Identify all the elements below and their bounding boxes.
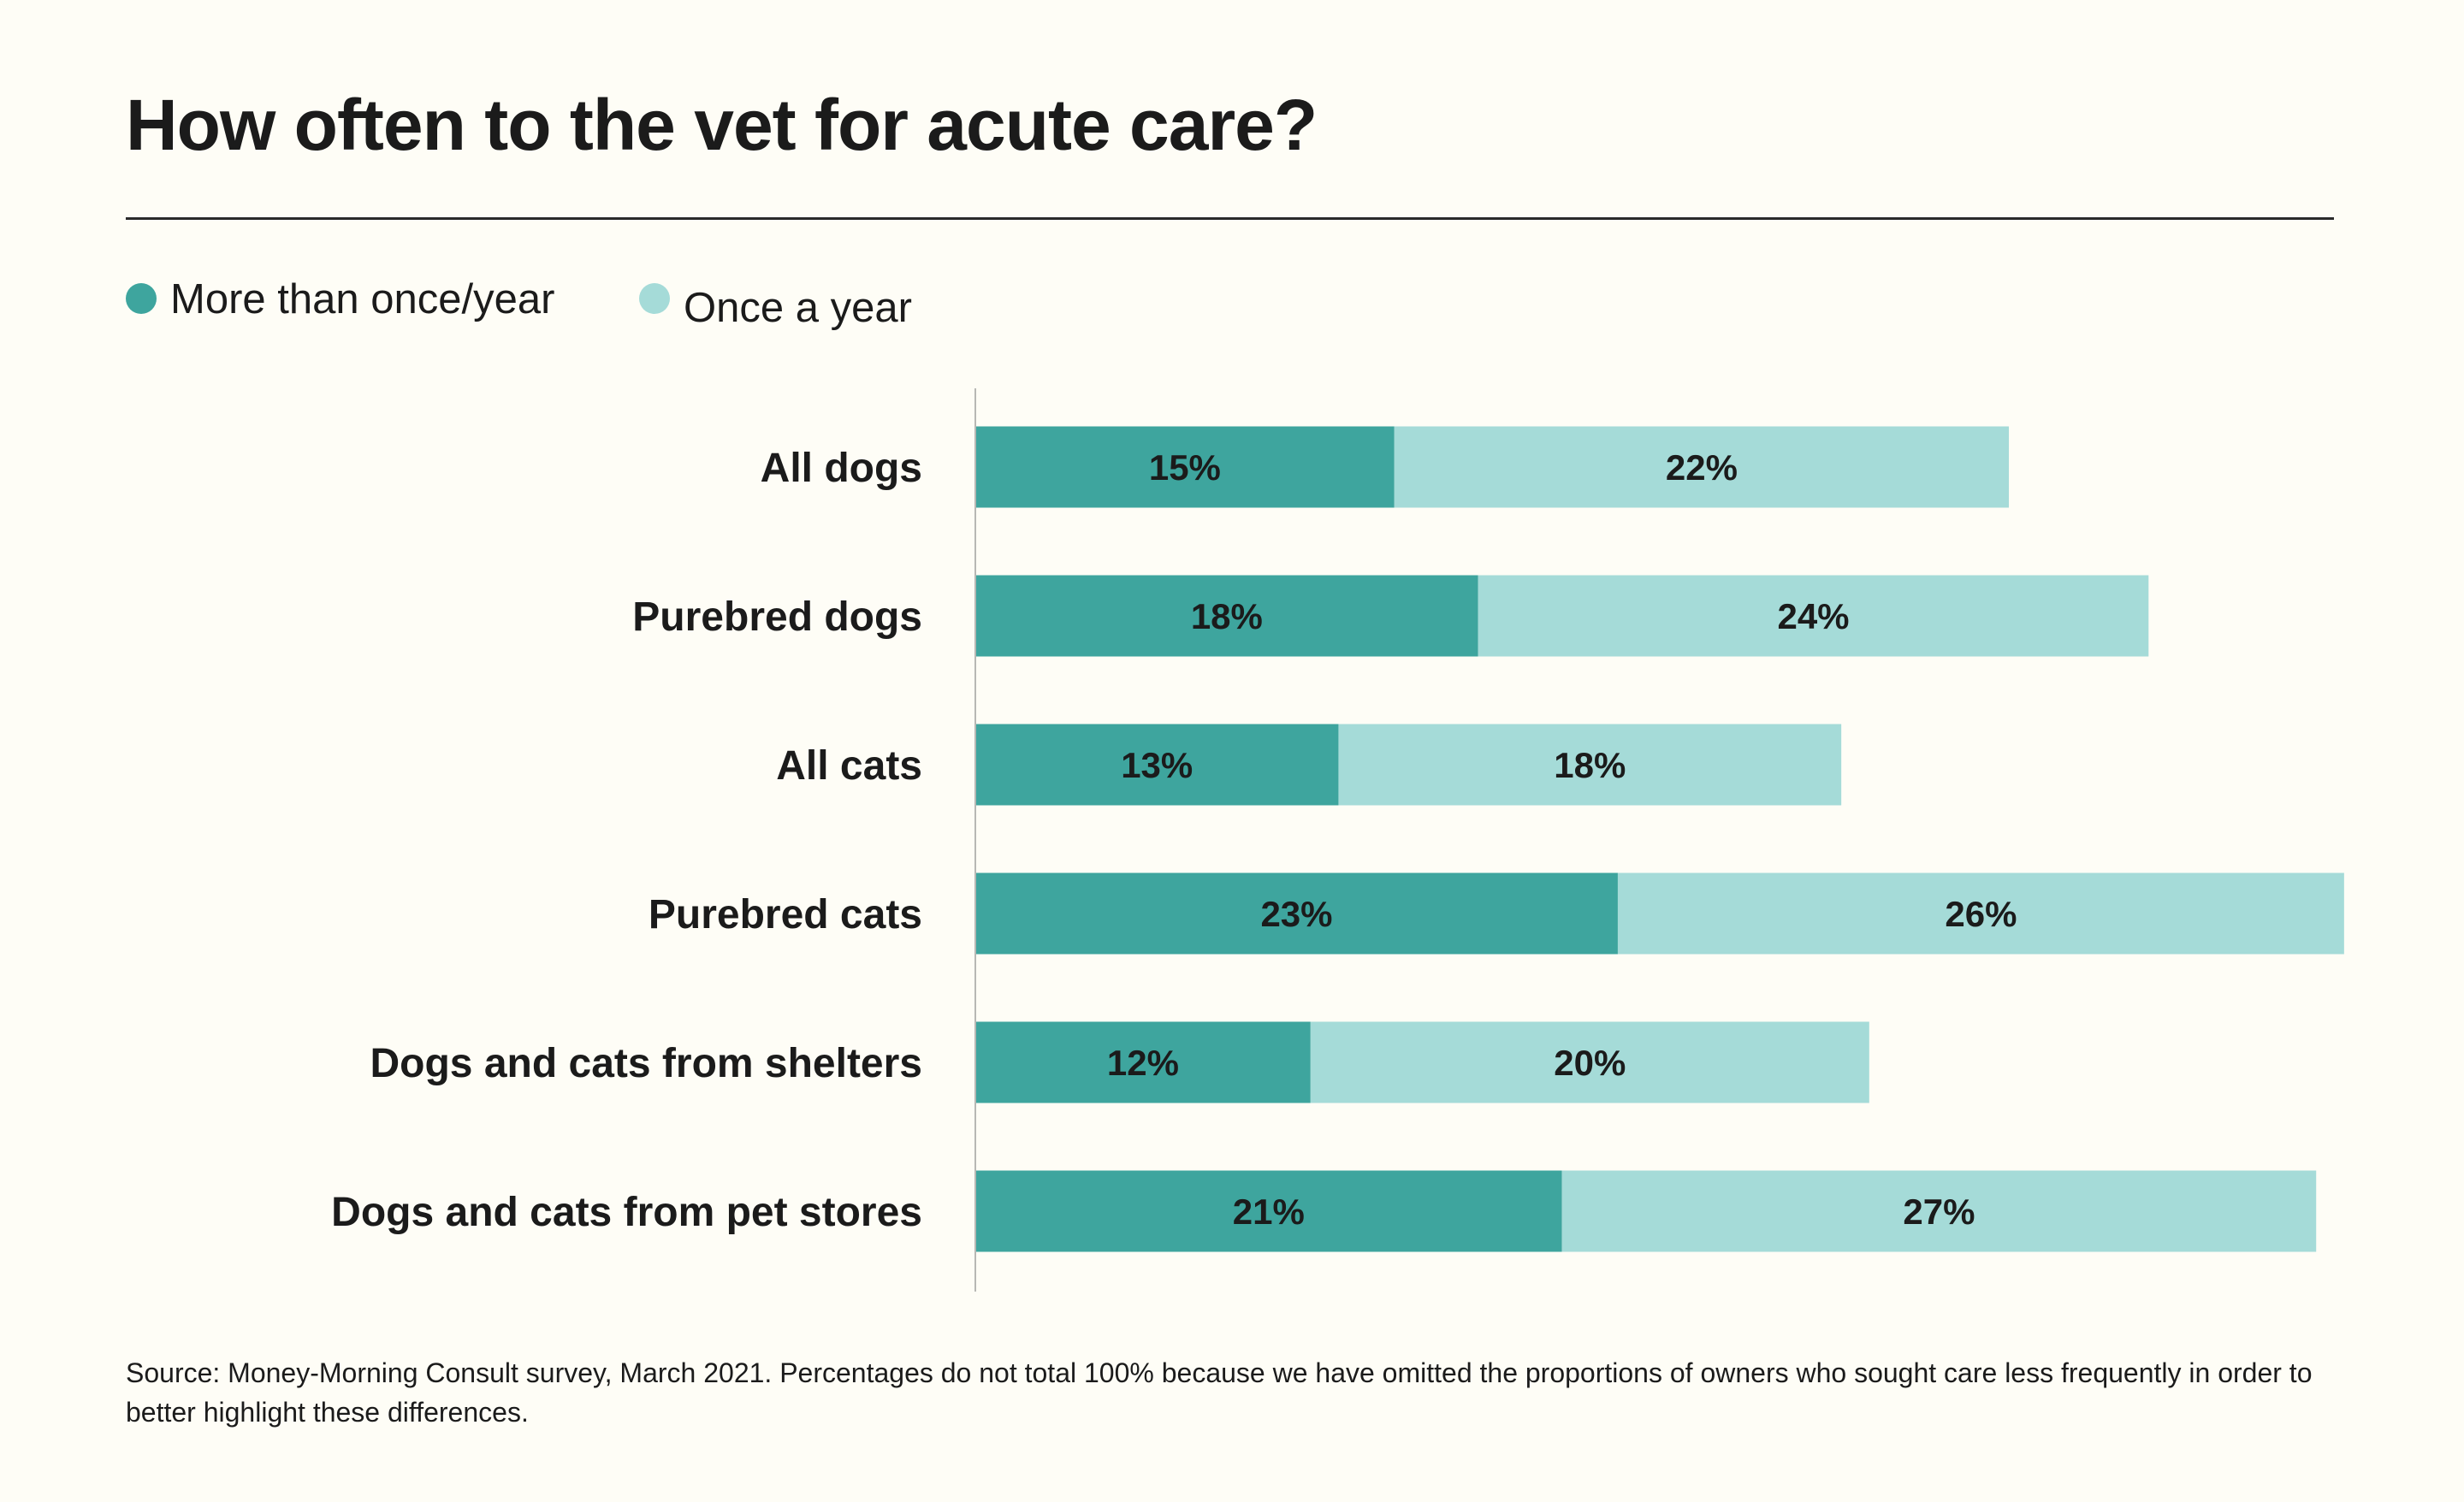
value-label: 18% xyxy=(1554,745,1626,785)
value-label: 18% xyxy=(1191,596,1263,636)
category-label: Dogs and cats from shelters xyxy=(370,1041,922,1086)
value-label: 22% xyxy=(1666,447,1738,488)
value-label: 12% xyxy=(1107,1043,1179,1083)
category-label: All dogs xyxy=(761,446,922,491)
bar-once-a-year xyxy=(1310,1021,1869,1103)
legend-item-once-a-year: Once a year xyxy=(639,283,912,332)
value-label: 27% xyxy=(1903,1192,1975,1232)
legend-label: More than once/year xyxy=(170,276,555,322)
category-label: Purebred cats xyxy=(649,892,922,937)
bar-more-than-once xyxy=(975,872,1618,955)
value-label: 26% xyxy=(1945,894,2017,934)
value-label: 20% xyxy=(1554,1043,1626,1083)
category-label: Dogs and cats from pet stores xyxy=(331,1190,922,1235)
bar-more-than-once xyxy=(975,426,1395,508)
footnote: Source: Money-Morning Consult survey, Ma… xyxy=(126,1357,2313,1428)
legend-swatch-light-teal xyxy=(639,283,670,315)
bar-once-a-year xyxy=(1617,872,2344,955)
value-label: 23% xyxy=(1260,894,1332,934)
bar-once-a-year xyxy=(1478,575,2149,657)
category-label: Purebred dogs xyxy=(632,594,922,640)
legend-label: Once a year xyxy=(684,285,912,331)
value-label: 13% xyxy=(1121,745,1193,785)
bar-more-than-once xyxy=(975,724,1339,806)
value-label: 21% xyxy=(1233,1192,1305,1232)
value-label: 24% xyxy=(1777,596,1849,636)
bar-more-than-once xyxy=(975,1021,1311,1103)
bar-more-than-once xyxy=(975,1170,1562,1252)
bar-more-than-once xyxy=(975,575,1478,657)
bar-once-a-year xyxy=(1561,1170,2317,1252)
category-label: All cats xyxy=(776,743,922,789)
legend-item-more-than-once: More than once/year xyxy=(126,275,554,323)
title-divider xyxy=(126,217,2334,220)
bar-once-a-year xyxy=(1394,426,2010,508)
chart-title: How often to the vet for acute care? xyxy=(126,85,1318,165)
bar-once-a-year xyxy=(1338,724,1842,806)
value-label: 15% xyxy=(1149,447,1221,488)
legend-swatch-dark-teal xyxy=(126,283,157,315)
